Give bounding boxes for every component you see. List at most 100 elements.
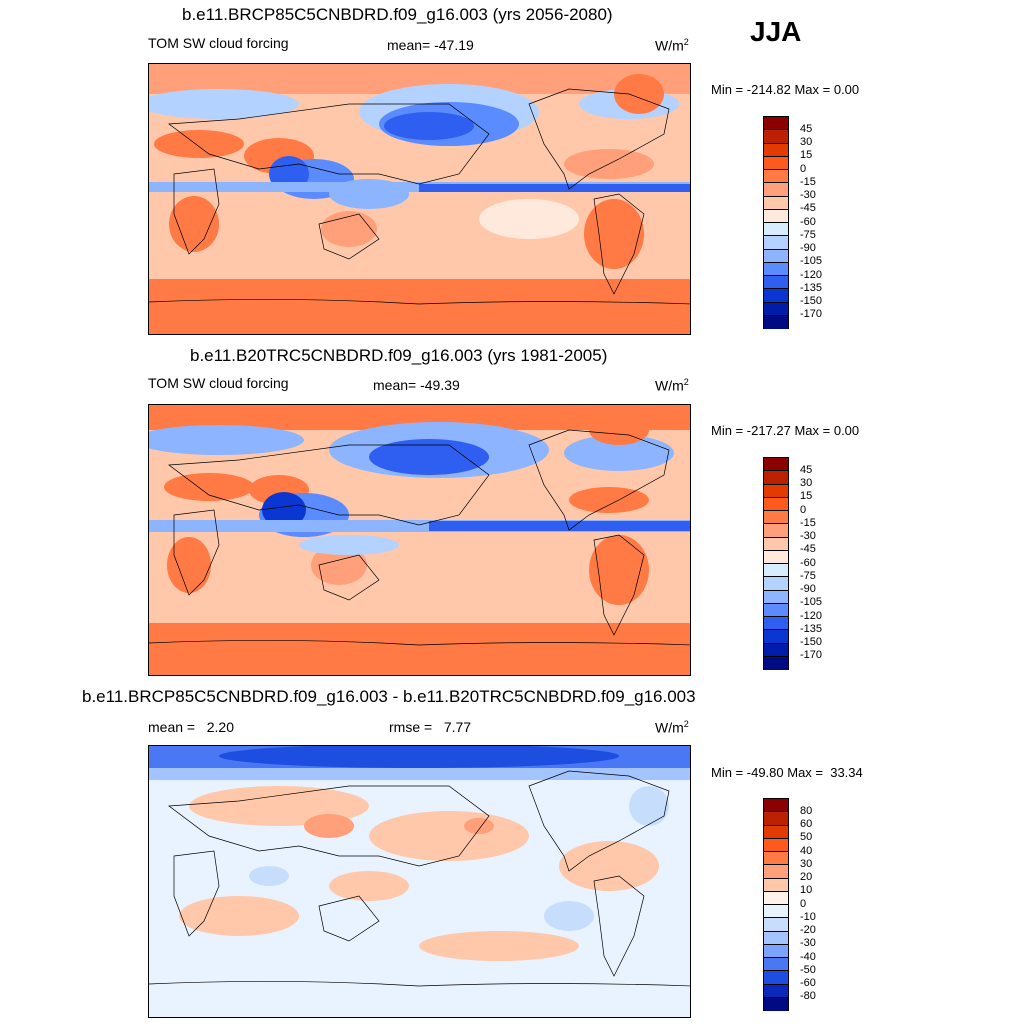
season-label: JJA <box>750 16 802 47</box>
colorbar-swatch <box>764 918 788 932</box>
colorbar-label: -75 <box>800 570 816 582</box>
colorbar-label: 30 <box>800 136 813 148</box>
colorbar-label: -30 <box>800 937 816 949</box>
colorbar-swatch <box>764 603 788 617</box>
panel-1-map <box>148 63 691 335</box>
colorbar-swatch <box>764 511 788 525</box>
colorbar-swatch <box>764 196 788 210</box>
colorbar-swatch <box>764 971 788 985</box>
panel-3-colorbar <box>763 798 789 1011</box>
panel-1-units: W/m2 <box>655 37 689 54</box>
colorbar-swatch <box>764 838 788 852</box>
colorbar-swatch <box>764 262 788 276</box>
colorbar-swatch <box>764 302 788 316</box>
colorbar-label: 0 <box>800 163 807 175</box>
panel-2-colorbar <box>763 457 789 670</box>
colorbar-label: -40 <box>800 951 816 963</box>
colorbar-label: -80 <box>800 990 816 1002</box>
panel-3-mean-label: mean = 2.20 <box>148 719 235 735</box>
panel-2-minmax: Min = -217.27 Max = 0.00 <box>711 423 860 438</box>
colorbar-swatch <box>764 958 788 972</box>
colorbar-label: -15 <box>800 176 816 188</box>
panel-1-title: b.e11.BRCP85C5CNBDRD.f09_g16.003 (yrs 20… <box>182 5 613 24</box>
colorbar-label: -170 <box>800 308 823 320</box>
colorbar-label: 20 <box>800 871 813 883</box>
colorbar-label: 80 <box>800 805 813 817</box>
colorbar-swatch <box>764 643 788 657</box>
colorbar-label: -170 <box>800 649 823 661</box>
colorbar-label: -50 <box>800 964 816 976</box>
colorbar-swatch <box>764 905 788 919</box>
panel-3-rmse-label: rmse = 7.77 <box>389 719 472 735</box>
panel-2-units: W/m2 <box>655 377 689 394</box>
colorbar-label: -10 <box>800 911 816 923</box>
colorbar-label: -45 <box>800 202 816 214</box>
colorbar-swatch <box>764 852 788 866</box>
colorbar-swatch <box>764 497 788 511</box>
colorbar-swatch <box>764 130 788 144</box>
colorbar-swatch <box>764 564 788 578</box>
colorbar-swatch <box>764 630 788 644</box>
colorbar-label: 30 <box>800 477 813 489</box>
colorbar-label: -135 <box>800 282 823 294</box>
colorbar-swatch <box>764 524 788 538</box>
colorbar-label: -120 <box>800 610 823 622</box>
colorbar-swatch <box>764 812 788 826</box>
panel-1-variable-label: TOM SW cloud forcing <box>148 35 289 51</box>
colorbar-label: 15 <box>800 490 813 502</box>
colorbar-swatch <box>764 944 788 958</box>
colorbar-label: -45 <box>800 543 816 555</box>
colorbar-swatch <box>764 143 788 157</box>
colorbar-label: 15 <box>800 149 813 161</box>
colorbar-label: 10 <box>800 884 813 896</box>
colorbar-label: 60 <box>800 818 813 830</box>
colorbar-label: 0 <box>800 504 807 516</box>
colorbar-swatch <box>764 931 788 945</box>
colorbar-label: -60 <box>800 977 816 989</box>
colorbar-swatch <box>764 537 788 551</box>
panel-1-mean-label: mean= -47.19 <box>387 37 474 53</box>
colorbar-swatch <box>764 223 788 237</box>
colorbar-label: -90 <box>800 242 816 254</box>
panel-1-minmax: Min = -214.82 Max = 0.00 <box>711 82 860 97</box>
colorbar-label: 40 <box>800 845 813 857</box>
colorbar-label: -30 <box>800 189 816 201</box>
colorbar-label: 50 <box>800 831 813 843</box>
colorbar-swatch <box>764 891 788 905</box>
panel-3-units: W/m2 <box>655 719 689 736</box>
colorbar-label: -150 <box>800 295 823 307</box>
colorbar-swatch <box>764 289 788 303</box>
panel-2-title: b.e11.B20TRC5CNBDRD.f09_g16.003 (yrs 198… <box>190 346 608 365</box>
colorbar-label: -60 <box>800 216 816 228</box>
panel-2-map <box>148 404 691 676</box>
colorbar-label: -60 <box>800 557 816 569</box>
colorbar-swatch <box>764 825 788 839</box>
colorbar-swatch <box>764 209 788 223</box>
colorbar-swatch <box>764 183 788 197</box>
colorbar-label: 0 <box>800 898 807 910</box>
colorbar-label: -120 <box>800 269 823 281</box>
colorbar-swatch <box>764 984 788 998</box>
colorbar-swatch <box>764 550 788 564</box>
colorbar-swatch <box>764 458 788 472</box>
colorbar-label: -90 <box>800 583 816 595</box>
colorbar-swatch <box>764 656 788 670</box>
colorbar-label: 45 <box>800 464 813 476</box>
colorbar-label: -20 <box>800 924 816 936</box>
panel-2-mean-label: mean= -49.39 <box>373 377 460 393</box>
colorbar-swatch <box>764 156 788 170</box>
panel-1-colorbar <box>763 116 789 329</box>
colorbar-swatch <box>764 617 788 631</box>
colorbar-label: -15 <box>800 517 816 529</box>
colorbar-swatch <box>764 276 788 290</box>
colorbar-label: -150 <box>800 636 823 648</box>
colorbar-label: -30 <box>800 530 816 542</box>
panel-2-variable-label: TOM SW cloud forcing <box>148 375 289 391</box>
colorbar-swatch <box>764 484 788 498</box>
panel-3-title: b.e11.BRCP85C5CNBDRD.f09_g16.003 - b.e11… <box>82 687 696 706</box>
colorbar-swatch <box>764 577 788 591</box>
colorbar-swatch <box>764 865 788 879</box>
colorbar-label: 30 <box>800 858 813 870</box>
colorbar-swatch <box>764 236 788 250</box>
panel-3-map <box>148 745 691 1018</box>
